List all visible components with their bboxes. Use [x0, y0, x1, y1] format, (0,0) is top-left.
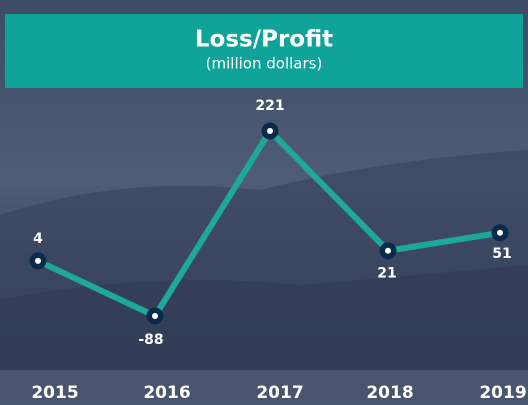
header-band: [5, 14, 523, 88]
x-tick-label: 2017: [256, 383, 303, 403]
x-tick-label: 2019: [479, 383, 526, 403]
data-label: 51: [492, 246, 511, 262]
ground: [0, 370, 528, 405]
data-label: 21: [377, 266, 396, 282]
data-point-center: [35, 257, 41, 264]
data-label: -88: [138, 332, 163, 348]
x-tick-label: 2015: [31, 383, 78, 403]
data-point-center: [267, 128, 273, 134]
data-label: 4: [33, 231, 43, 247]
x-tick-label: 2018: [366, 383, 413, 403]
x-tick-label: 2016: [143, 383, 190, 403]
data-label: 221: [255, 98, 284, 114]
chart-subtitle: (million dollars): [206, 55, 323, 73]
chart-title: Loss/Profit: [195, 27, 333, 53]
data-point-center: [152, 313, 158, 319]
data-point-center: [497, 229, 503, 236]
data-point-center: [385, 247, 391, 254]
